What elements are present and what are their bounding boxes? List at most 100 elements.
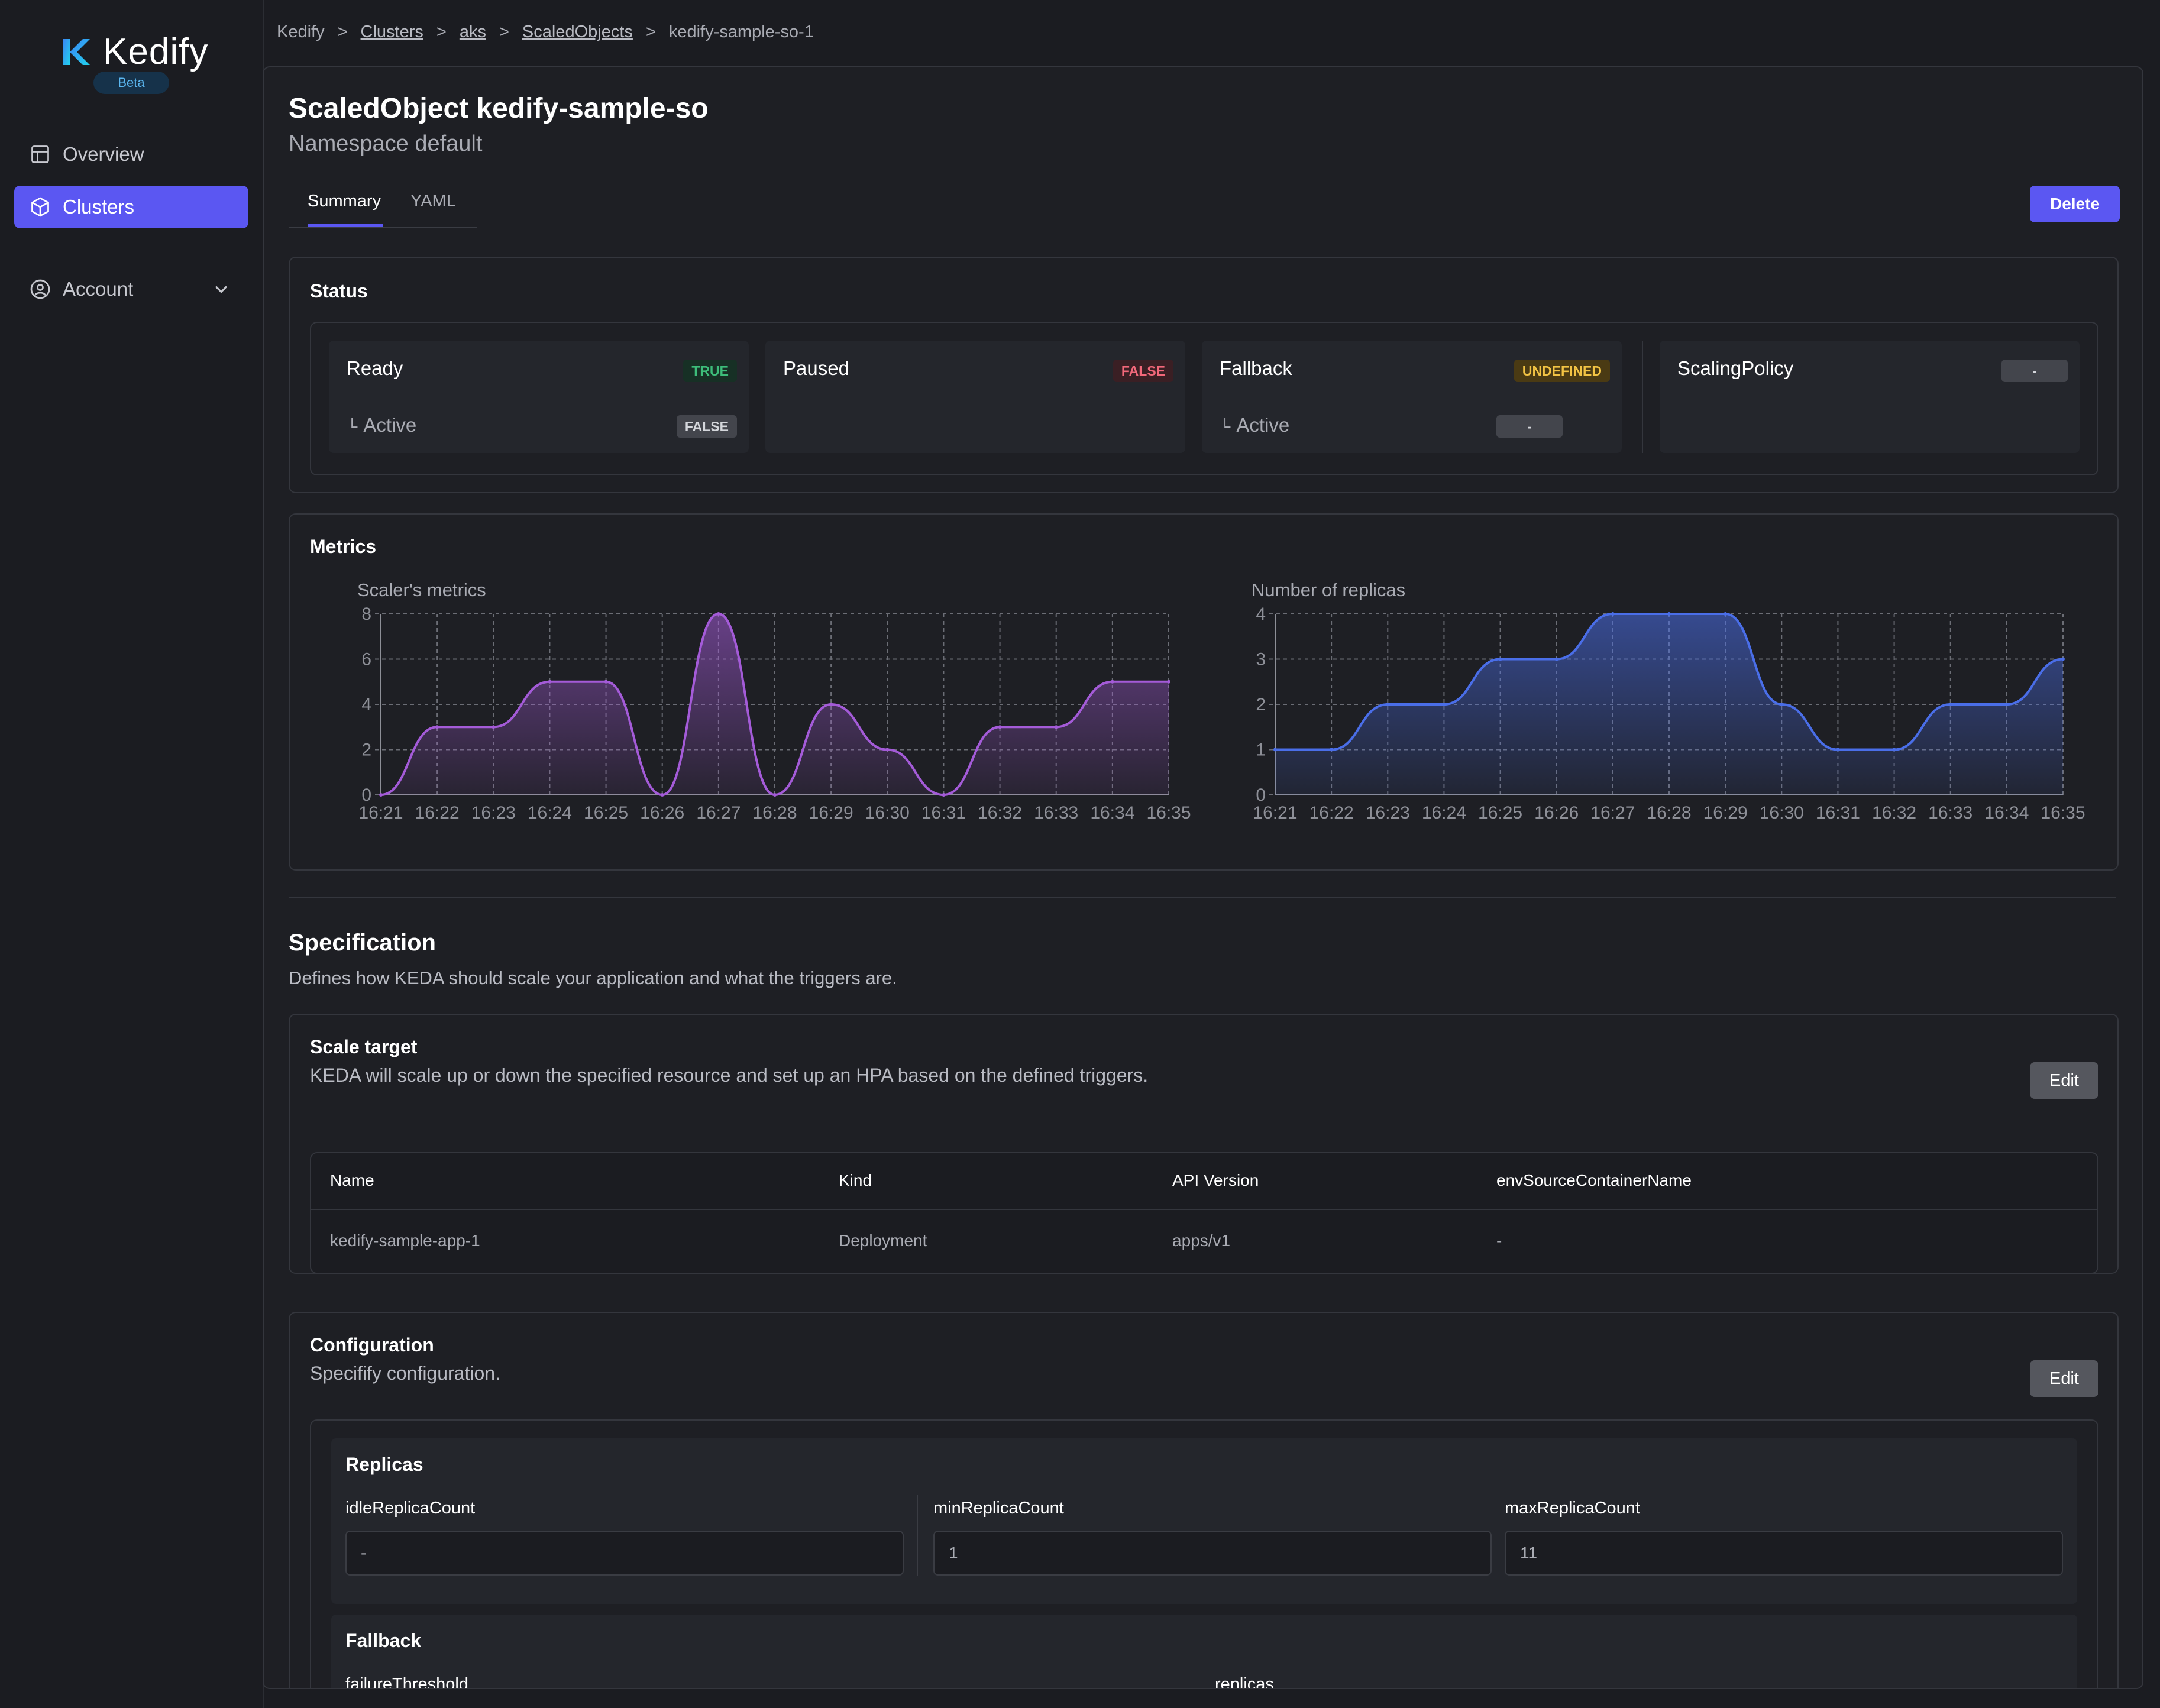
status-badge: UNDEFINED	[1514, 360, 1610, 382]
x-tick-label: 16:24	[528, 803, 572, 823]
data-point	[1780, 703, 1784, 706]
x-tick-label: 16:28	[1647, 803, 1691, 823]
scale-target-title: Scale target	[310, 1036, 418, 1057]
chart-title: Number of replicas	[1252, 580, 1406, 600]
table-cell: -	[1496, 1231, 1502, 1250]
status-badge: -	[1496, 415, 1563, 438]
replicas-title: Replicas	[345, 1454, 423, 1475]
sidebar-item-clusters[interactable]: Clusters	[14, 186, 248, 228]
tab-yaml[interactable]: YAML	[410, 192, 456, 211]
data-point	[660, 793, 664, 797]
y-tick-label: 2	[361, 740, 371, 760]
status-scaling-policy: ScalingPolicy -	[1660, 341, 2080, 453]
x-tick-label: 16:27	[696, 803, 741, 823]
kedify-logo-icon	[63, 38, 90, 65]
data-point	[829, 703, 833, 706]
x-tick-label: 16:35	[2041, 803, 2085, 823]
max-replica-count-input[interactable]	[1505, 1531, 2063, 1576]
configuration-description: Specifify configuration.	[310, 1363, 500, 1384]
y-tick-label: 4	[361, 695, 371, 714]
data-point	[1948, 703, 1952, 706]
x-tick-label: 16:25	[1478, 803, 1522, 823]
sidebar: Kedify Beta Overview Clusters Account	[0, 0, 264, 1708]
y-tick-label: 1	[1256, 740, 1266, 760]
scale-target-description: KEDA will scale up or down the specified…	[310, 1065, 1149, 1086]
x-tick-label: 16:23	[471, 803, 516, 823]
delete-button[interactable]: Delete	[2030, 186, 2120, 222]
layout-icon	[28, 143, 52, 166]
data-point	[1167, 680, 1170, 684]
main-panel: ScaledObject kedify-sample-so Namespace …	[263, 66, 2143, 1689]
data-point	[1611, 612, 1615, 616]
sidebar-item-overview[interactable]: Overview	[14, 133, 248, 176]
data-point	[773, 793, 777, 797]
fallback-title: Fallback	[345, 1630, 422, 1651]
divider	[917, 1495, 918, 1576]
data-point	[1667, 612, 1671, 616]
field-label: maxReplicaCount	[1505, 1499, 1640, 1518]
data-point	[492, 725, 496, 729]
edit-configuration-button[interactable]: Edit	[2030, 1360, 2098, 1397]
data-point	[2061, 657, 2065, 661]
status-label: Fallback	[1220, 357, 1292, 379]
status-sub-label: └ Active	[347, 414, 417, 436]
status-badge: FALSE	[1113, 360, 1173, 382]
active-tab-indicator	[308, 224, 383, 227]
breadcrumb-separator: >	[499, 22, 509, 41]
breadcrumb-link[interactable]: ScaledObjects	[522, 22, 633, 41]
sidebar-item-label: Account	[63, 278, 134, 300]
x-tick-label: 16:29	[809, 803, 853, 823]
logo[interactable]: Kedify	[59, 31, 208, 73]
data-point	[1498, 657, 1502, 661]
min-replica-count-input[interactable]	[933, 1531, 1492, 1576]
series-area	[381, 614, 1169, 795]
user-circle-icon	[28, 277, 52, 301]
specification-title: Specification	[289, 930, 436, 956]
x-tick-label: 16:25	[584, 803, 628, 823]
x-tick-label: 16:29	[1703, 803, 1748, 823]
x-tick-label: 16:27	[1590, 803, 1635, 823]
status-badge: -	[2001, 360, 2068, 382]
sidebar-item-label: Clusters	[63, 196, 135, 218]
table-cell: apps/v1	[1172, 1231, 1231, 1250]
x-tick-label: 16:24	[1422, 803, 1466, 823]
beta-badge: Beta	[93, 72, 169, 94]
breadcrumb-separator: >	[645, 22, 656, 41]
edit-scale-target-button[interactable]: Edit	[2030, 1062, 2098, 1099]
x-tick-label: 16:21	[1253, 803, 1297, 823]
tab-summary[interactable]: Summary	[308, 192, 381, 211]
logo-text: Kedify	[103, 31, 209, 72]
data-point	[379, 793, 383, 797]
x-tick-label: 16:30	[865, 803, 910, 823]
section-divider	[289, 897, 2116, 898]
status-grid: Ready TRUE └ Active FALSE Paused FALSE Fa…	[310, 322, 2098, 475]
table-divider	[311, 1209, 2097, 1210]
x-tick-label: 16:28	[752, 803, 797, 823]
y-tick-label: 6	[361, 650, 371, 669]
x-tick-label: 16:31	[1816, 803, 1860, 823]
configuration-card: Configuration Specifify configuration. E…	[289, 1312, 2119, 1689]
data-point	[604, 680, 608, 684]
status-badge: TRUE	[683, 360, 737, 382]
chevron-down-icon[interactable]	[211, 279, 232, 305]
x-tick-label: 16:35	[1146, 803, 1191, 823]
breadcrumb-link[interactable]: aks	[459, 22, 486, 41]
metrics-card: Metrics Scaler's metrics Number of repli…	[289, 513, 2119, 871]
replicas-section: Replicas idleReplicaCount minReplicaCoun…	[331, 1438, 2077, 1604]
field-label: failureThreshold	[345, 1675, 468, 1689]
x-tick-label: 16:32	[1872, 803, 1916, 823]
cube-icon	[28, 195, 52, 219]
x-tick-label: 16:33	[1928, 803, 1973, 823]
breadcrumb-separator: >	[337, 22, 348, 41]
breadcrumb-link[interactable]: Clusters	[360, 22, 423, 41]
data-point	[548, 680, 552, 684]
breadcrumb-item[interactable]: Kedify	[277, 22, 325, 41]
scale-target-card: Scale target KEDA will scale up or down …	[289, 1014, 2119, 1274]
idle-replica-count-input[interactable]	[345, 1531, 904, 1576]
sidebar-item-account[interactable]: Account	[14, 268, 248, 310]
status-fallback: Fallback UNDEFINED └ Active -	[1202, 341, 1622, 453]
y-tick-label: 4	[1256, 604, 1266, 624]
chart-title: Scaler's metrics	[357, 580, 486, 600]
data-point	[1386, 703, 1390, 706]
y-tick-label: 0	[1256, 785, 1266, 805]
